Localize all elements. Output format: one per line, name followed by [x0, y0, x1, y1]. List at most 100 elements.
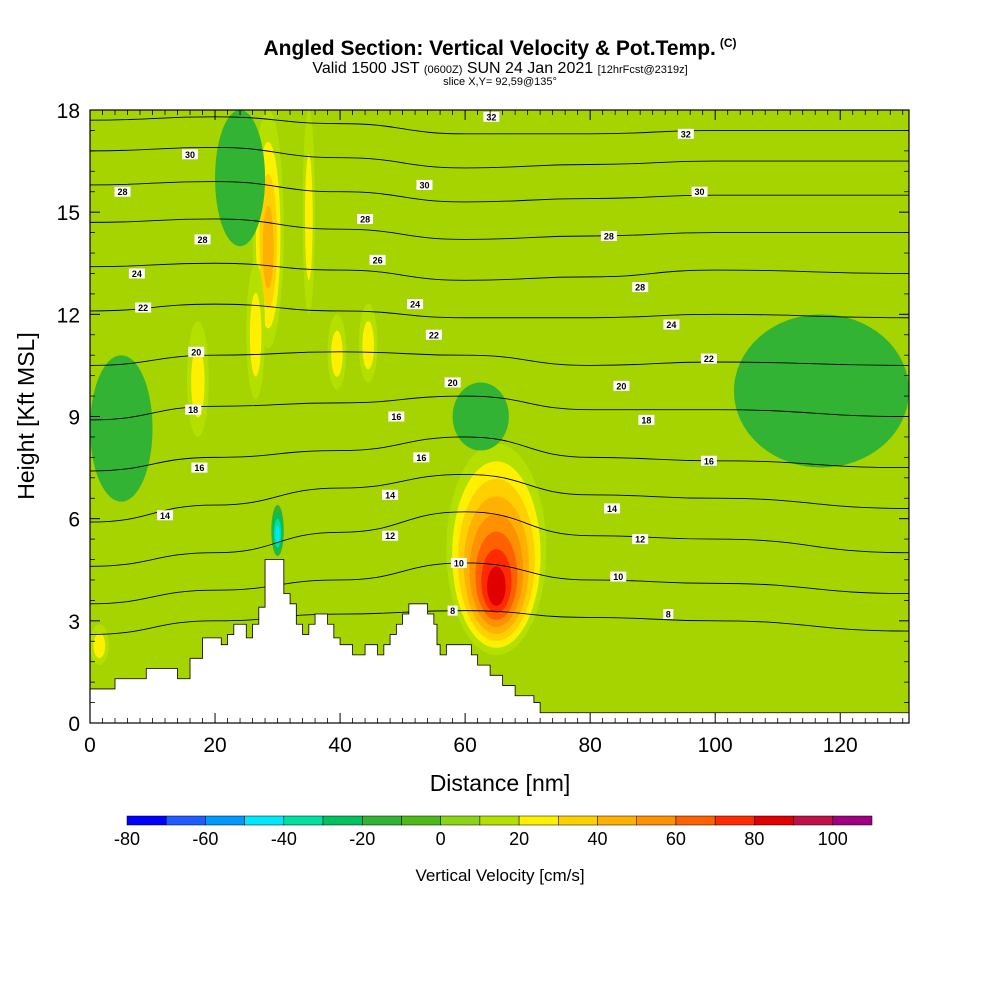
contour-label-text: 22 — [429, 330, 439, 340]
contour-label-text: 8 — [450, 606, 455, 616]
contour-label-bg — [700, 455, 717, 466]
y-tick-label: 3 — [68, 611, 80, 634]
contour-label: 26 — [369, 254, 386, 265]
contour-label: 14 — [382, 489, 399, 500]
x-tick-label: 40 — [328, 734, 351, 757]
contour-label-text: 32 — [681, 129, 691, 139]
y-tick-label: 0 — [68, 713, 80, 736]
contour-label-text: 28 — [360, 214, 370, 224]
downdraft — [452, 382, 509, 451]
contour-label-text: 14 — [160, 511, 170, 521]
contour-label-text: 18 — [188, 405, 198, 415]
isentrope-line — [90, 395, 909, 421]
contour-label: 24 — [663, 319, 680, 330]
colorbar: -80 -60 -40 -20 0 20 40 60 80 100 — [114, 815, 873, 849]
updraft-band — [304, 154, 313, 281]
contour-label: 14 — [604, 503, 621, 514]
updraft — [302, 110, 316, 315]
downdraft-band — [452, 382, 509, 451]
contour-label-bg — [632, 534, 649, 545]
colorbar-tick-label: 80 — [744, 829, 764, 849]
isentrope-line — [90, 436, 909, 472]
slice-info: slice X,Y= 92,59@135° — [443, 76, 557, 88]
contour-label: 18 — [638, 414, 655, 425]
y-tick-label: 12 — [57, 304, 80, 327]
contour-label-bg — [604, 503, 621, 514]
updraft-band — [362, 321, 374, 370]
contour-label-text: 30 — [419, 180, 429, 190]
x-tick-label: 60 — [453, 734, 476, 757]
contour-label: 30 — [691, 186, 708, 197]
forecast-info: [12hrFcst@2319z] — [597, 64, 688, 76]
contour-label: 20 — [188, 346, 205, 357]
contour-label: 10 — [450, 557, 467, 568]
contour-label-bg — [114, 186, 131, 197]
colorbar-tick-label: -40 — [271, 829, 297, 849]
contour-label: 12 — [632, 534, 649, 545]
contour-label-bg — [700, 353, 717, 364]
colorbar-swatch — [205, 815, 245, 826]
contour-label-bg — [191, 462, 208, 473]
colorbar-swatch — [518, 815, 559, 826]
contour-label-bg — [128, 268, 145, 279]
contour-label: 30 — [182, 149, 199, 160]
contour-label: 32 — [483, 111, 500, 122]
contour-label: 28 — [600, 231, 617, 242]
isentrope-line — [90, 610, 909, 635]
contour-label-bg — [388, 411, 405, 422]
downdraft — [271, 505, 284, 557]
isentrope-line — [90, 147, 909, 169]
contour-label-text: 10 — [454, 558, 464, 568]
contour-label: 8 — [663, 609, 674, 620]
colorbar-swatch — [244, 815, 285, 826]
isentrope-line — [90, 303, 909, 319]
y-axis-label: Height [Kft MSL] — [13, 332, 39, 499]
contour-label-text: 28 — [198, 235, 208, 245]
updraft — [186, 321, 209, 437]
colorbar-swatch — [479, 815, 520, 826]
plot-area: 32 30 28 30 32 30 28 28 28 26 24 24 28 24 22 22 22 20 20 20… — [90, 110, 909, 723]
isentropes — [90, 116, 909, 635]
updraft-band — [93, 633, 106, 659]
contour-label-bg — [677, 128, 694, 139]
colorbar-swatch — [322, 815, 363, 826]
contour-label: 20 — [613, 380, 630, 391]
contour-label-bg — [632, 282, 649, 293]
downdraft — [90, 355, 153, 502]
contour-label: 24 — [407, 299, 424, 310]
chart-subtitle: Valid 1500 JST (0600Z) SUN 24 Jan 2021 [… — [0, 60, 1000, 79]
contour-label-text: 16 — [391, 412, 401, 422]
colorbar-swatch — [636, 815, 677, 826]
title-mark: (C) — [719, 36, 737, 50]
contour-label-text: 16 — [416, 453, 426, 463]
contour-label-bg — [185, 404, 202, 415]
contour-label: 28 — [194, 234, 211, 245]
contour-label: 28 — [357, 213, 374, 224]
isentrope-line — [90, 562, 909, 605]
contour-label-bg — [135, 302, 152, 313]
title-text: Angled Section: Vertical Velocity & Pot.… — [263, 37, 716, 60]
contour-label-bg — [691, 186, 708, 197]
isentrope-line — [90, 218, 909, 240]
contour-label: 12 — [382, 530, 399, 541]
updraft — [446, 443, 547, 655]
updraft-band — [487, 566, 506, 606]
colorbar-tick-label: -80 — [114, 829, 140, 849]
contour-labels: 32 30 28 30 32 30 28 28 28 26 24 24 28 24 22 22 22 20 20 20… — [114, 111, 717, 620]
x-axis-label: Distance [nm] — [430, 770, 571, 796]
colorbar-swatch — [401, 815, 441, 826]
contour-label: 16 — [413, 452, 430, 463]
colorbar-swatch — [440, 815, 481, 826]
contour-label: 30 — [416, 179, 433, 190]
contour-label-text: 28 — [118, 187, 128, 197]
contour-label-bg — [413, 452, 430, 463]
x-tick-label: 100 — [698, 734, 733, 757]
contour-label-bg — [416, 179, 433, 190]
contour-label-bg — [357, 213, 374, 224]
contour-label: 28 — [114, 186, 131, 197]
contour-label-text: 14 — [607, 504, 617, 514]
updraft — [90, 624, 109, 666]
isentrope-line — [90, 473, 909, 523]
updraft-band — [331, 330, 343, 377]
contour-label-text: 30 — [185, 150, 195, 160]
